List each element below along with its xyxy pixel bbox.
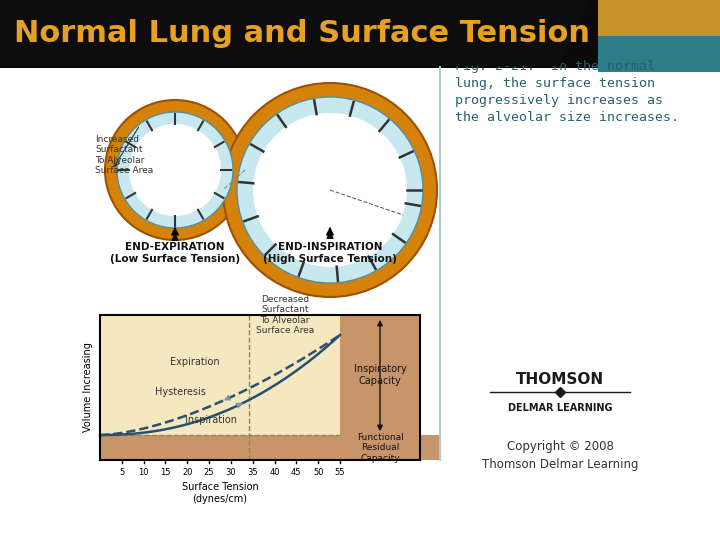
Text: Increased
Surfactant
To Alveolar
Surface Area: Increased Surfactant To Alveolar Surface… — [95, 135, 153, 175]
Text: END-EXPIRATION
(Low Surface Tension): END-EXPIRATION (Low Surface Tension) — [110, 242, 240, 265]
Text: Fig. 2-21.  In the normal
lung, the surface tension
progressively increases as
t: Fig. 2-21. In the normal lung, the surfa… — [455, 60, 679, 124]
Circle shape — [129, 124, 221, 216]
Text: Inspiratory
Capacity: Inspiratory Capacity — [354, 364, 406, 386]
Circle shape — [105, 100, 245, 240]
Text: Hysteresis: Hysteresis — [155, 387, 206, 397]
Text: 45: 45 — [291, 468, 302, 477]
Circle shape — [223, 83, 437, 297]
Text: 20: 20 — [182, 468, 192, 477]
Polygon shape — [0, 0, 580, 68]
Text: Surface Tension
(dynes/cm): Surface Tension (dynes/cm) — [181, 482, 258, 504]
Text: 5: 5 — [120, 468, 125, 477]
FancyBboxPatch shape — [0, 0, 560, 68]
Text: Normal Lung and Surface Tension: Normal Lung and Surface Tension — [14, 19, 590, 49]
Text: Expiration: Expiration — [170, 357, 220, 367]
Text: 30: 30 — [225, 468, 236, 477]
Text: 25: 25 — [204, 468, 215, 477]
Circle shape — [237, 97, 423, 283]
Text: THOMSON: THOMSON — [516, 373, 604, 388]
Text: DELMAR LEARNING: DELMAR LEARNING — [508, 403, 612, 413]
Circle shape — [253, 113, 407, 267]
Text: Copyright © 2008
Thomson Delmar Learning: Copyright © 2008 Thomson Delmar Learning — [482, 440, 638, 471]
Polygon shape — [580, 0, 720, 68]
Text: 10: 10 — [138, 468, 149, 477]
Text: 55: 55 — [335, 468, 346, 477]
Bar — [100, 435, 440, 460]
Polygon shape — [0, 0, 720, 68]
Text: Inspiration: Inspiration — [185, 415, 237, 425]
Text: 35: 35 — [248, 468, 258, 477]
Bar — [598, 0, 720, 36]
Bar — [340, 315, 420, 460]
Text: 40: 40 — [269, 468, 280, 477]
Bar — [598, 36, 720, 72]
Polygon shape — [0, 0, 590, 66]
Text: Volume Increasing: Volume Increasing — [83, 342, 93, 433]
Bar — [100, 315, 360, 460]
Text: 15: 15 — [161, 468, 171, 477]
Text: 50: 50 — [313, 468, 323, 477]
Text: END-INSPIRATION
(High Surface Tension): END-INSPIRATION (High Surface Tension) — [263, 242, 397, 265]
Text: Functional
Residual
Capacity: Functional Residual Capacity — [356, 433, 403, 463]
Text: Decreased
Surfactant
To Alveolar
Surface Area: Decreased Surfactant To Alveolar Surface… — [256, 295, 314, 335]
Circle shape — [117, 112, 233, 228]
